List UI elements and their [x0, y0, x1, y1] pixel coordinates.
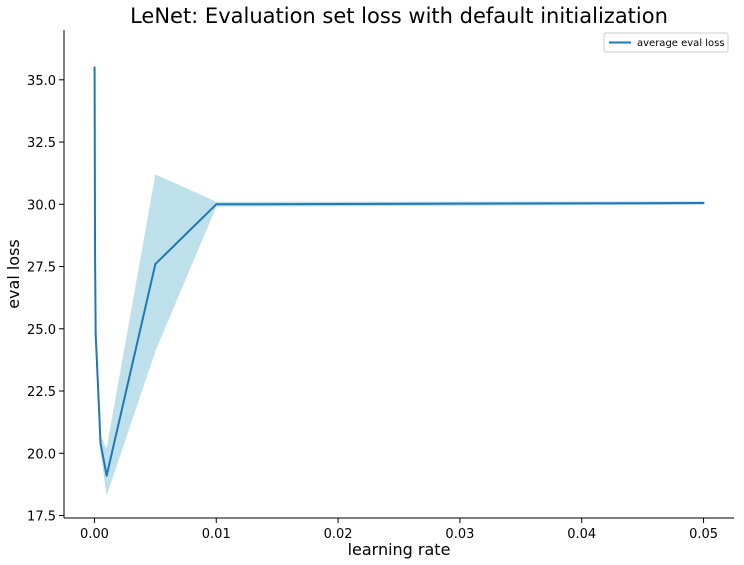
series-0-point	[93, 66, 96, 69]
series-0-point	[215, 203, 218, 206]
plot-area	[93, 42, 705, 496]
y-axis-label: eval loss	[4, 239, 23, 309]
legend-label: average eval loss	[637, 38, 725, 49]
y-tick-label: 20.0	[27, 447, 56, 462]
x-tick-label: 0.05	[689, 527, 718, 542]
y-tick-label: 35.0	[27, 74, 56, 89]
y-tick-label: 17.5	[27, 510, 56, 525]
legend-box	[603, 32, 729, 53]
series-0-point	[99, 442, 102, 445]
y-tick-label: 30.0	[27, 198, 56, 213]
chart-title: LeNet: Evaluation set loss with default …	[130, 4, 668, 28]
series-0-point	[94, 332, 97, 335]
legend: average eval loss	[603, 32, 729, 53]
series-0-line	[93, 67, 704, 477]
series-0-point	[94, 253, 97, 256]
series-0-point	[702, 202, 705, 205]
x-tick-label: 0.03	[445, 527, 474, 542]
y-tick-label: 27.5	[27, 261, 56, 276]
x-axis-ticks: 0.00 0.01 0.02 0.03 0.04 0.05	[80, 518, 718, 542]
y-tick-label: 22.5	[27, 385, 56, 400]
series-0-point	[105, 474, 108, 477]
y-axis-ticks: 17.5 20.0 22.5 25.0 27.5 30.0 32.5 35.0	[27, 74, 64, 525]
y-tick-label: 32.5	[27, 136, 56, 151]
series-0-point	[154, 263, 157, 266]
x-axis-label: learning rate	[348, 540, 451, 559]
y-tick-label: 25.0	[27, 323, 56, 338]
x-tick-label: 0.01	[202, 527, 231, 542]
x-tick-label: 0.00	[80, 527, 109, 542]
x-tick-label: 0.02	[324, 527, 353, 542]
series-0-confidence-band	[94, 42, 704, 496]
x-tick-label: 0.04	[567, 527, 596, 542]
